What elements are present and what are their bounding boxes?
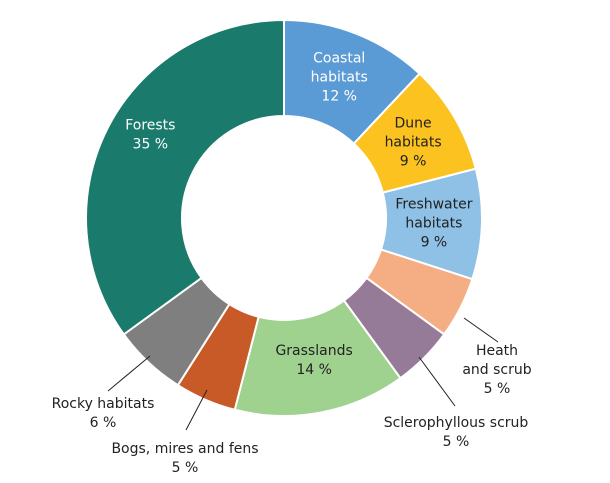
value-label-sclerophyllous-scrub: 5 % [443, 434, 470, 450]
leader-line-sclerophyllous-scrub [418, 356, 456, 407]
value-label-grasslands: 14 % [296, 362, 332, 378]
category-label-coastal-habitats: habitats [311, 70, 368, 86]
category-label-forests: Forests [125, 117, 175, 133]
leader-line-heath-and-scrub [463, 317, 499, 343]
category-label-coastal-habitats: Coastal [313, 51, 365, 67]
leader-line-rocky-habitats [107, 355, 151, 392]
category-label-grasslands: Grasslands [275, 343, 352, 359]
category-label-rocky-habitats: Rocky habitats [52, 396, 155, 412]
value-label-coastal-habitats: 12 % [321, 89, 357, 105]
value-label-bogs-mires-and-fens: 5 % [172, 460, 199, 476]
category-label-heath-and-scrub: Heath [476, 343, 518, 359]
value-label-dune-habitats: 9 % [400, 154, 427, 170]
category-label-sclerophyllous-scrub: Sclerophyllous scrub [384, 415, 529, 431]
category-label-bogs-mires-and-fens: Bogs, mires and fens [111, 441, 258, 457]
category-label-heath-and-scrub: and scrub [462, 362, 531, 378]
category-label-dune-habitats: Dune [395, 116, 432, 132]
leader-lines [107, 317, 499, 431]
slice-forests [85, 18, 285, 336]
value-label-forests: 35 % [133, 136, 169, 152]
value-label-freshwater-habitats: 9 % [421, 235, 448, 251]
category-label-freshwater-habitats: Freshwater [395, 197, 472, 213]
donut-slices [85, 18, 483, 417]
value-label-heath-and-scrub: 5 % [484, 381, 511, 397]
category-label-freshwater-habitats: habitats [405, 216, 462, 232]
leader-line-bogs-mires-and-fens [185, 389, 208, 431]
category-label-dune-habitats: habitats [385, 135, 442, 151]
value-label-rocky-habitats: 6 % [90, 415, 117, 431]
slice-labels: Coastal habitats 12 % Dune habitats 9 % Freshw… [52, 51, 532, 476]
